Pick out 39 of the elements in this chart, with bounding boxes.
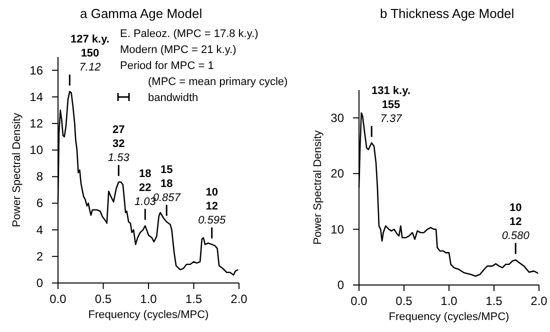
- y-tick-label: 4: [36, 222, 44, 237]
- x-axis-title: Frequency (cycles/MPC): [88, 309, 209, 321]
- annotation: Period for MPC = 1: [120, 60, 214, 72]
- x-tick-label: 1.0: [440, 294, 458, 308]
- x-tick-label: 0.5: [94, 292, 112, 306]
- x-tick-label: 0.0: [350, 294, 368, 308]
- annotation: 127 k.y. 150 7.12: [70, 34, 110, 74]
- annotation: 27 32 1.53: [108, 124, 130, 164]
- y-tick-label: 6: [36, 196, 44, 210]
- x-tick-label: 2.0: [530, 294, 548, 308]
- text: Modern (MPC = 21 k.y.): [120, 44, 236, 56]
- text: E. Paleoz. (MPC = 17.8 k.y.): [120, 28, 258, 40]
- annotation: 10 12 0.595: [198, 186, 226, 226]
- x-tick-label: 1.5: [185, 292, 202, 306]
- annotation: 10 12 0.580: [502, 202, 530, 242]
- y-tick-label: 0: [36, 276, 44, 290]
- y-tick-label: 0: [337, 278, 344, 292]
- x-tick-label: 1.0: [140, 292, 158, 306]
- x-tick-label: 0.5: [396, 294, 413, 308]
- y-axis-title: Power Spectral Density: [312, 130, 324, 245]
- annotation: 131 k.y. 155 7.37: [372, 84, 410, 125]
- y-axis-title: Power Spectral Density: [11, 112, 23, 228]
- annotation: (MPC = mean primary cycle): [148, 76, 288, 88]
- chart-title: a Gamma Age Model: [80, 6, 202, 21]
- y-tick-label: 14: [30, 90, 44, 104]
- y-tick-label: 10: [30, 143, 44, 158]
- x-tick-label: 2.0: [230, 292, 248, 306]
- chart-title: b Thickness Age Model: [380, 6, 514, 21]
- y-tick-label: 20: [330, 166, 344, 181]
- y-tick-label: 30: [330, 110, 344, 125]
- y-tick-label: 10: [330, 222, 344, 236]
- x-tick-label: 0.0: [50, 292, 67, 306]
- x-tick-label: 1.5: [486, 294, 503, 308]
- annotation: bandwidth: [148, 92, 198, 104]
- y-tick-label: 12: [30, 116, 44, 130]
- y-tick-label: 16: [30, 63, 44, 78]
- y-tick-label: 8: [36, 170, 44, 184]
- y-tick-label: 2: [36, 249, 44, 264]
- x-axis-title: Frequency (cycles/MPC): [388, 311, 510, 323]
